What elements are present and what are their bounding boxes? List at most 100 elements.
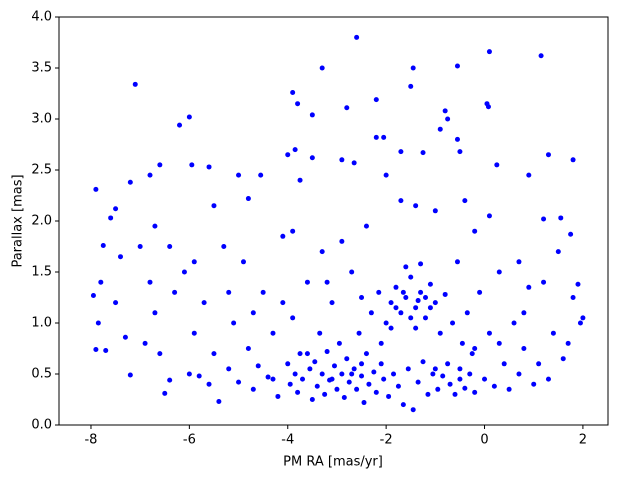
point [127, 179, 133, 185]
point [191, 259, 197, 265]
point [103, 348, 109, 354]
point [132, 81, 138, 87]
point [371, 369, 377, 375]
point [381, 376, 387, 382]
point [137, 244, 143, 249]
y-axis-label: Parallax [mas] [11, 174, 26, 267]
point [307, 366, 313, 372]
point [491, 383, 497, 389]
point [454, 259, 460, 265]
point [486, 330, 492, 336]
point [447, 381, 453, 387]
point [113, 300, 119, 306]
y-tick-label: 0.0 [31, 418, 52, 433]
point [457, 376, 463, 382]
point [250, 310, 256, 316]
point [432, 208, 438, 214]
point [408, 274, 414, 280]
point [408, 315, 414, 321]
point [410, 407, 416, 413]
point [329, 300, 335, 306]
point [472, 346, 478, 351]
point [356, 330, 362, 336]
point [287, 381, 293, 387]
point [354, 386, 360, 392]
point [236, 379, 242, 385]
point [550, 330, 556, 336]
point [462, 198, 468, 204]
point [486, 49, 492, 55]
point [90, 292, 96, 298]
point [420, 359, 426, 365]
point [531, 381, 537, 387]
point [255, 363, 261, 369]
point [351, 160, 357, 166]
point [363, 223, 369, 229]
point [464, 310, 470, 316]
point [555, 249, 561, 255]
point [117, 254, 123, 260]
point [258, 172, 264, 178]
point [98, 279, 104, 285]
point [413, 325, 419, 331]
point [516, 371, 522, 377]
point [568, 231, 574, 237]
point [191, 330, 197, 336]
point [506, 386, 512, 392]
point [93, 347, 99, 353]
point [485, 104, 491, 110]
point [545, 152, 551, 158]
point [469, 351, 475, 357]
point [400, 289, 406, 295]
point [309, 155, 315, 161]
point [432, 300, 438, 306]
point [280, 300, 286, 306]
point [167, 244, 173, 249]
point [290, 228, 296, 234]
point [314, 383, 320, 389]
point [341, 394, 347, 400]
point [122, 334, 128, 340]
point [240, 259, 246, 265]
point [196, 373, 202, 379]
point [373, 97, 379, 103]
point [300, 376, 306, 382]
point [413, 305, 419, 311]
point [292, 147, 298, 153]
point [181, 269, 187, 275]
point [295, 101, 301, 107]
point [457, 149, 463, 155]
point [435, 386, 441, 392]
point [467, 371, 473, 377]
point [477, 289, 483, 295]
point [319, 65, 325, 71]
x-tick-label: -2 [380, 433, 393, 448]
point [290, 315, 296, 321]
point [322, 391, 328, 397]
point [245, 196, 251, 202]
point [376, 289, 382, 295]
point [152, 223, 158, 229]
point [186, 371, 192, 377]
point [378, 340, 384, 346]
point [541, 279, 547, 285]
point [211, 351, 217, 357]
point [521, 346, 527, 351]
point [186, 114, 192, 120]
point [501, 361, 507, 367]
point [388, 325, 394, 331]
point [403, 264, 409, 270]
point [304, 351, 310, 357]
point [359, 295, 365, 300]
point [152, 310, 158, 316]
point [496, 269, 502, 275]
y-tick-label: 1.5 [31, 265, 52, 280]
point [440, 373, 446, 379]
point [359, 373, 365, 379]
point [334, 386, 340, 392]
point [391, 371, 397, 377]
point [363, 351, 369, 357]
point [100, 242, 106, 248]
point [309, 112, 315, 118]
point [415, 298, 421, 304]
